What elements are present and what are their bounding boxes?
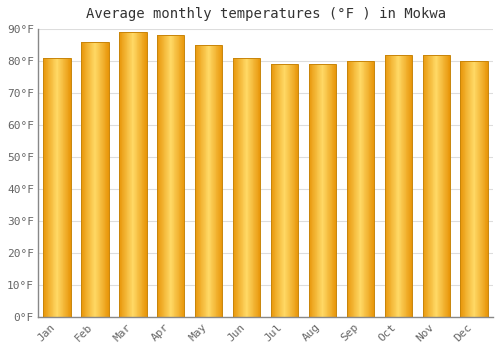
Bar (309, 64, 336, 317)
Bar (384, 55, 412, 317)
Bar (346, 61, 374, 317)
Bar (157, 35, 184, 317)
Bar (460, 61, 487, 317)
Title: Average monthly temperatures (°F ) in Mokwa: Average monthly temperatures (°F ) in Mo… (86, 7, 446, 21)
Bar (119, 32, 146, 317)
Bar (82, 42, 108, 317)
Bar (44, 58, 70, 317)
Bar (422, 55, 450, 317)
Bar (233, 58, 260, 317)
Bar (195, 45, 222, 317)
Bar (271, 64, 298, 317)
